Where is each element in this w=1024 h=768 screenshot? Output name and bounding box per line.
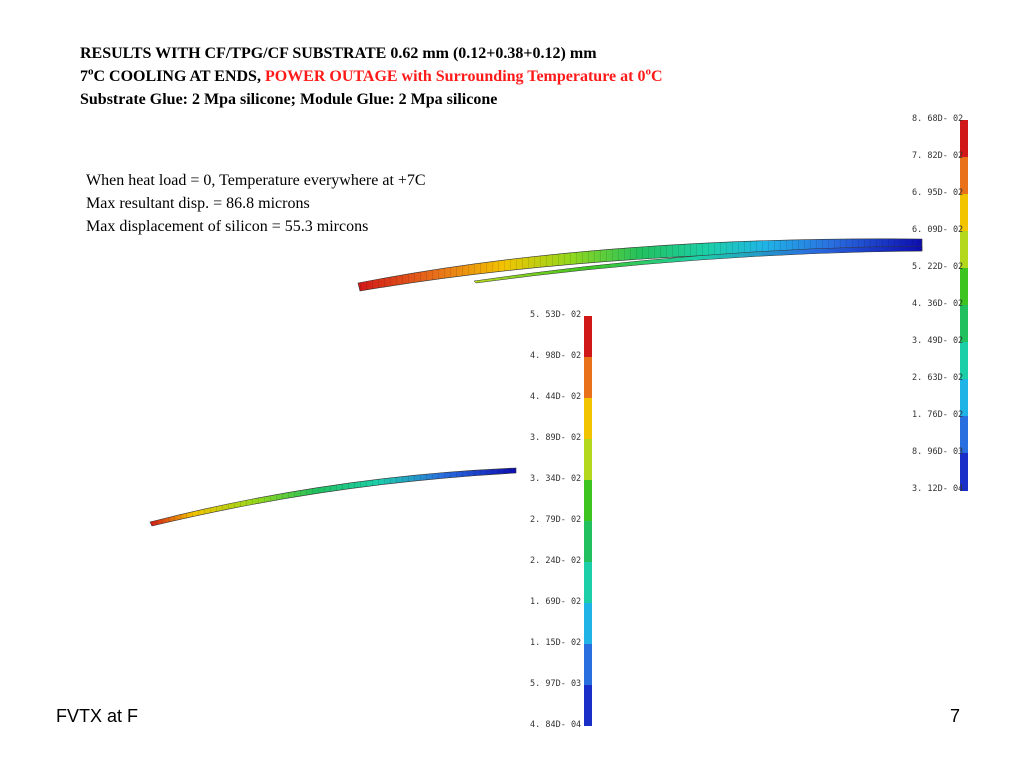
bottom-legend-seg-2 — [584, 398, 592, 439]
top-legend-label: 3. 12D- 04 — [912, 484, 964, 494]
bottom-legend-label: 4. 84D- 04 — [530, 720, 582, 730]
bottom-legend-seg-8 — [584, 644, 592, 685]
bottom-legend-seg-3 — [584, 439, 592, 480]
bottom-legend-label: 4. 98D- 02 — [530, 351, 582, 361]
top-legend-seg-0 — [960, 120, 968, 157]
bottom-legend-seg-6 — [584, 562, 592, 603]
top-legend-label: 4. 36D- 02 — [912, 299, 964, 309]
bottom-legend-label: 3. 89D- 02 — [530, 433, 582, 443]
bottom-legend-label: 5. 97D- 03 — [530, 679, 582, 689]
bottom-legend-label: 5. 53D- 02 — [530, 310, 582, 320]
top-legend-seg-4 — [960, 268, 968, 305]
top-legend-label: 2. 63D- 02 — [912, 373, 964, 383]
bottom-legend-seg-5 — [584, 521, 592, 562]
note-heat-load: When heat load = 0, Temperature everywhe… — [86, 172, 426, 189]
title-line-2: 7oC COOLING AT ENDS, POWER OUTAGE with S… — [80, 65, 663, 85]
note-max-silicon: Max displacement of silicon = 55.3 mirco… — [86, 218, 369, 235]
top-legend-seg-1 — [960, 157, 968, 194]
bottom-legend-seg-1 — [584, 357, 592, 398]
power-outage-text: POWER OUTAGE with Surrounding Temperatur… — [264, 65, 663, 85]
top-legend-label: 6. 09D- 02 — [912, 225, 964, 235]
bottom-legend-seg-9 — [584, 685, 592, 726]
slide-title: RESULTS WITH CF/TPG/CF SUBSTRATE 0.62 mm… — [80, 42, 663, 111]
bottom-legend-label: 2. 79D- 02 — [530, 515, 582, 525]
top-legend-label: 7. 82D- 02 — [912, 151, 964, 161]
note-max-resultant: Max resultant disp. = 86.8 microns — [86, 195, 310, 212]
top-legend-seg-5 — [960, 305, 968, 342]
top-legend-seg-2 — [960, 194, 968, 231]
top-legend-seg-8 — [960, 416, 968, 453]
top-legend-label: 8. 96D- 03 — [912, 447, 964, 457]
bottom-legend-seg-7 — [584, 603, 592, 644]
top-legend-label: 8. 68D- 02 — [912, 114, 964, 124]
top-legend-label: 1. 76D- 02 — [912, 410, 964, 420]
page-number: 7 — [950, 706, 961, 726]
top-legend-seg-7 — [960, 379, 968, 416]
bottom-legend-label: 4. 44D- 02 — [530, 392, 582, 402]
bottom-legend-label: 1. 69D- 02 — [530, 597, 582, 607]
footer-left-text: FVTX at F — [56, 706, 139, 726]
top-legend-seg-3 — [960, 231, 968, 268]
title-line-1: RESULTS WITH CF/TPG/CF SUBSTRATE 0.62 mm… — [80, 45, 597, 62]
top-beam-shape — [357, 238, 923, 292]
bottom-legend-label: 1. 15D- 02 — [530, 638, 582, 648]
bottom-beam-shape — [149, 467, 517, 527]
top-legend-seg-9 — [960, 453, 968, 491]
bottom-legend-seg-4 — [584, 480, 592, 521]
top-legend-label: 3. 49D- 02 — [912, 336, 964, 346]
bottom-legend-seg-0 — [584, 316, 592, 357]
notes-block: When heat load = 0, Temperature everywhe… — [86, 169, 426, 238]
title-line-3: Substrate Glue: 2 Mpa silicone; Module G… — [80, 91, 498, 108]
bottom-legend-label: 3. 34D- 02 — [530, 474, 582, 484]
top-legend-seg-6 — [960, 342, 968, 379]
top-legend-label: 6. 95D- 02 — [912, 188, 964, 198]
top-legend-label: 5. 22D- 02 — [912, 262, 964, 272]
bottom-legend-label: 2. 24D- 02 — [530, 556, 582, 566]
